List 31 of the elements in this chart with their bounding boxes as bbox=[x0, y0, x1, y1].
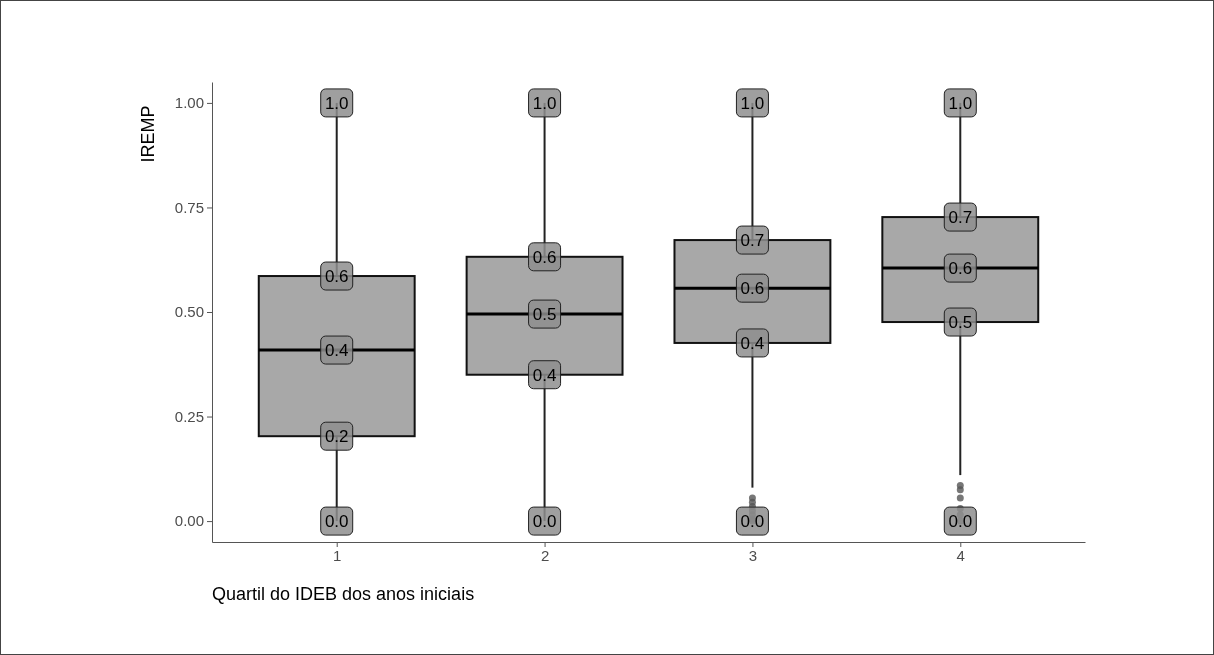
x-axis-title: Quartil do IDEB dos anos iniciais bbox=[212, 584, 475, 604]
annotation: 0.0 bbox=[948, 512, 973, 532]
y-tick-label: 0.00 bbox=[174, 512, 204, 530]
annotation: 0.2 bbox=[324, 427, 349, 447]
annotation: 0.5 bbox=[948, 312, 973, 332]
annotation: 0.6 bbox=[740, 279, 765, 299]
x-tick-label: 3 bbox=[748, 546, 758, 564]
annotation: 0.6 bbox=[532, 247, 557, 267]
annotation: 0.6 bbox=[948, 259, 973, 279]
annotation: 0.5 bbox=[532, 305, 557, 325]
annotation: 1.0 bbox=[532, 93, 557, 113]
annotation: 1.0 bbox=[740, 93, 765, 113]
annotation: 0.4 bbox=[324, 341, 349, 360]
x-tick-label: 2 bbox=[540, 546, 550, 564]
y-tick-label: 0.50 bbox=[174, 303, 204, 321]
annotation: 1.0 bbox=[324, 93, 349, 113]
annotation: 0.6 bbox=[324, 266, 349, 286]
annotation: 0.0 bbox=[324, 512, 349, 532]
x-tick-label: 1 bbox=[333, 546, 342, 564]
annotation: 0.0 bbox=[532, 512, 557, 532]
y-tick-label: 0.25 bbox=[174, 407, 204, 425]
y-axis-title: IREMP bbox=[138, 105, 158, 163]
y-tick-label: 0.75 bbox=[174, 198, 204, 216]
annotation: 0.0 bbox=[740, 512, 765, 532]
annotation: 1.0 bbox=[948, 93, 973, 113]
x-tick-label: 4 bbox=[956, 546, 965, 564]
annotation: 0.7 bbox=[740, 231, 765, 251]
annotation: 0.4 bbox=[532, 365, 557, 385]
y-tick-label: 1.00 bbox=[174, 94, 204, 112]
annotation: 0.4 bbox=[740, 333, 765, 353]
annotation: 0.7 bbox=[948, 208, 973, 228]
